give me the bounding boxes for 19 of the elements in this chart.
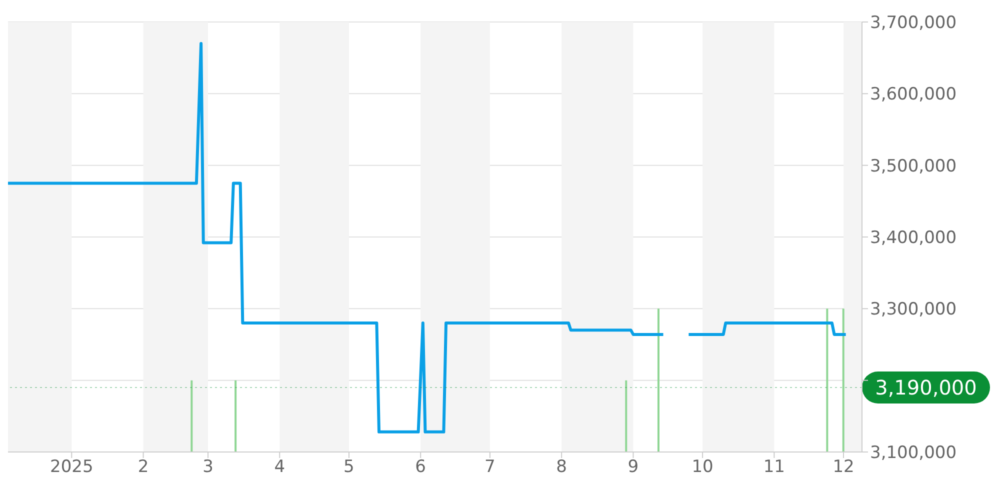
x-tick-label: 2 bbox=[138, 457, 149, 478]
y-tick-label: 3,500,000 bbox=[870, 156, 957, 176]
x-tick-label: 4 bbox=[274, 457, 286, 478]
x-tick-label: 7 bbox=[484, 457, 496, 478]
y-tick-label: 3,100,000 bbox=[870, 443, 957, 464]
x-tick-label: 3 bbox=[202, 457, 214, 478]
y-tick-label: 3,700,000 bbox=[870, 13, 957, 34]
y-tick-label: 3,400,000 bbox=[870, 228, 957, 248]
x-tick-label: 11 bbox=[763, 457, 786, 478]
x-tick-label: 8 bbox=[556, 457, 567, 478]
x-tick-label: 6 bbox=[415, 457, 426, 478]
x-tick-label: 9 bbox=[628, 457, 639, 478]
x-tick-label: 2025 bbox=[50, 457, 94, 478]
x-tick-label: 12 bbox=[832, 457, 854, 478]
y-tick-label: 3,300,000 bbox=[870, 300, 957, 320]
x-tick-label: 10 bbox=[692, 457, 714, 478]
ref-line-label: 3,190,000 bbox=[875, 376, 977, 400]
y-tick-label: 3,600,000 bbox=[870, 84, 957, 105]
x-tick-label: 5 bbox=[344, 457, 354, 478]
